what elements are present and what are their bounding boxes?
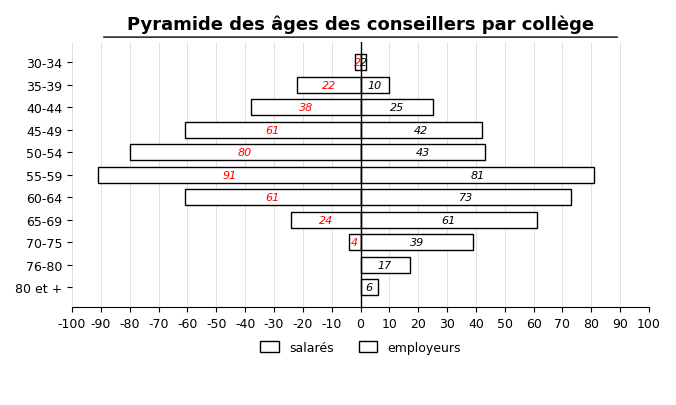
Bar: [360, 212, 537, 228]
Bar: [251, 100, 360, 116]
Text: 2: 2: [354, 58, 361, 68]
Text: 73: 73: [459, 193, 473, 203]
Text: 10: 10: [368, 81, 382, 91]
Bar: [349, 235, 360, 251]
Bar: [360, 145, 485, 161]
Text: 6: 6: [366, 283, 372, 292]
Bar: [360, 257, 410, 273]
Bar: [360, 55, 366, 71]
Bar: [360, 168, 594, 183]
Bar: [360, 235, 473, 251]
Bar: [185, 123, 360, 139]
Text: 91: 91: [222, 171, 237, 180]
Text: 4: 4: [352, 238, 358, 248]
Text: 38: 38: [299, 103, 313, 113]
Text: 42: 42: [414, 126, 428, 135]
Text: 43: 43: [416, 148, 430, 158]
Title: Pyramide des âges des conseillers par collège: Pyramide des âges des conseillers par co…: [127, 15, 594, 34]
Text: 81: 81: [470, 171, 485, 180]
Text: 80: 80: [238, 148, 252, 158]
Bar: [130, 145, 360, 161]
Bar: [297, 78, 360, 94]
Bar: [98, 168, 360, 183]
Legend: salarés, employeurs: salarés, employeurs: [256, 336, 466, 359]
Bar: [355, 55, 360, 71]
Bar: [360, 78, 389, 94]
Bar: [360, 123, 482, 139]
Bar: [360, 280, 378, 295]
Text: 22: 22: [322, 81, 336, 91]
Bar: [291, 212, 360, 228]
Text: 61: 61: [266, 193, 280, 203]
Text: 61: 61: [441, 215, 456, 225]
Bar: [360, 100, 433, 116]
Text: 39: 39: [410, 238, 424, 248]
Text: 24: 24: [319, 215, 333, 225]
Bar: [185, 190, 360, 206]
Bar: [360, 190, 571, 206]
Text: 61: 61: [266, 126, 280, 135]
Text: 17: 17: [378, 260, 392, 270]
Text: 25: 25: [389, 103, 404, 113]
Text: 2: 2: [360, 58, 367, 68]
